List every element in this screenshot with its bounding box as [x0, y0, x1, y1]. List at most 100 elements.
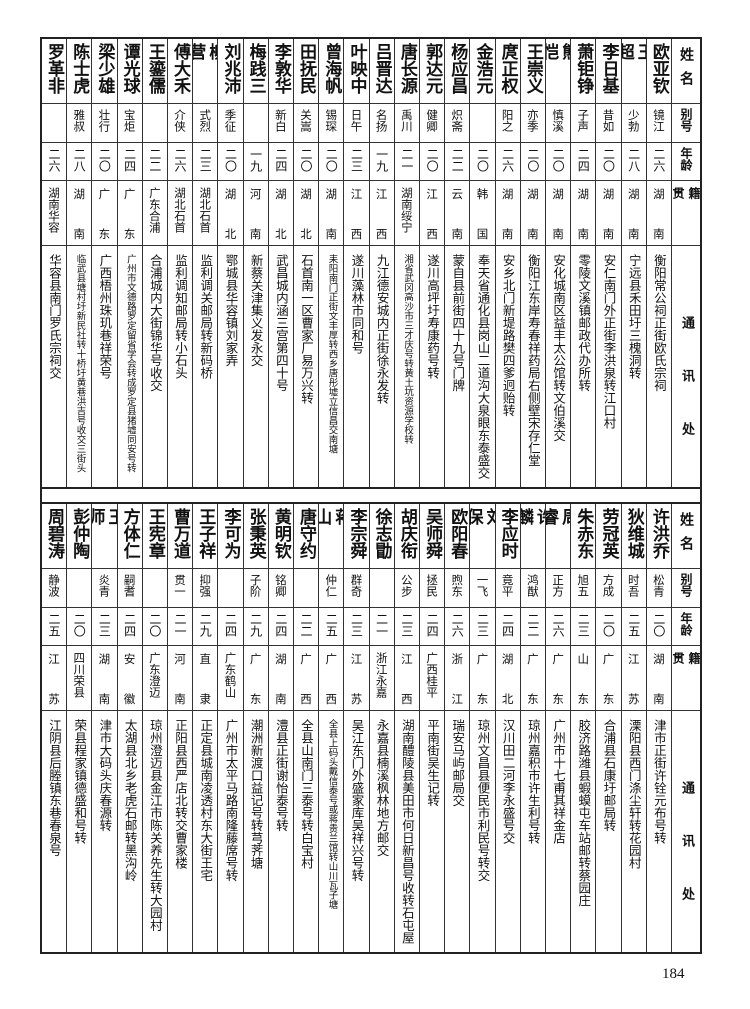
- person-name: 周碧涛: [44, 508, 65, 559]
- header-cell-alias: 别号: [672, 104, 700, 143]
- mailing-address: 广西梧州珠玑巷祥荣号: [97, 254, 113, 379]
- mailing-address: 全县山南门三泰号转白宝村: [299, 719, 315, 869]
- cell-name: 胡庆衔: [394, 504, 419, 569]
- cell-native: 直隶: [193, 646, 218, 711]
- native-place: 浙江: [451, 652, 464, 706]
- person-age: 二〇: [223, 148, 238, 172]
- person-alias: 子阶: [248, 574, 263, 597]
- cell-age: 二六: [646, 143, 671, 181]
- native-place: 江西: [401, 652, 413, 706]
- mailing-address: 武昌城内涵三宫第四十号: [273, 254, 289, 392]
- cell-name: 陈士虎: [67, 39, 92, 104]
- mailing-address: 湖南醴陵县美田市何日新昌号收转石屯屋: [399, 719, 415, 944]
- cell-native: 湖南: [596, 181, 621, 246]
- person-name: 刘兆沛: [220, 43, 241, 94]
- cell-alias: 慎溪: [545, 104, 571, 143]
- cell-native: 广东: [92, 181, 117, 246]
- table-row: 徐志勖 二一 浙江永嘉 永嘉县楠溪枫林地方邮交: [368, 504, 394, 952]
- table-row: 曹万道 贯一 二一河南正阳县西严店北转交曹家楼: [166, 504, 193, 952]
- cell-age: 二〇: [470, 143, 495, 181]
- cell-address: 广州市太平马路南隆藤席号转: [218, 711, 242, 952]
- person-name: 胡庆衔: [396, 508, 417, 559]
- cell-address: 琼州文昌县便民市利民号转交: [470, 711, 494, 952]
- person-alias: 旭五: [576, 574, 591, 597]
- cell-name: 李日基: [596, 39, 621, 104]
- cell-age: 二四: [495, 608, 520, 646]
- cell-address: 吴江东门外盛家库吴祥兴号转: [344, 711, 368, 952]
- mailing-address: 汉川田二河李永盛号交: [500, 719, 516, 844]
- cell-name: 徐志勖: [369, 504, 394, 569]
- person-alias: 仲仁: [324, 574, 339, 597]
- cell-address: 潮洲新渡口益记号转芎荠塘: [244, 711, 268, 952]
- cell-native: 河南: [167, 646, 193, 711]
- person-age: 二三: [576, 613, 591, 637]
- native-place: 河南: [249, 187, 262, 241]
- cell-name: 罗革非: [41, 39, 67, 104]
- person-age: 二〇: [601, 148, 616, 172]
- person-native: 四川荣县: [72, 652, 87, 698]
- person-name: 王宪章: [144, 508, 165, 559]
- cell-native: 湖北: [218, 181, 243, 246]
- native-place: 韩国: [476, 187, 489, 241]
- person-age: 二一: [173, 613, 188, 637]
- mailing-address: 遂川高坪圩寿康药号转: [425, 254, 441, 379]
- cell-alias: [67, 569, 92, 608]
- person-alias: 名扬: [374, 109, 389, 132]
- header-cell-address: 通讯处: [672, 711, 700, 952]
- table-row: 刘保 一飞 二三广东琼州文昌县便民市利民号转交: [469, 504, 495, 952]
- cell-address: 鄂城县华容镇刘家弄: [218, 246, 242, 487]
- native-place: 直隶: [199, 652, 211, 706]
- cell-alias: 禹川: [394, 104, 419, 143]
- person-age: 二六: [551, 613, 566, 637]
- native-place: 广西: [300, 652, 312, 706]
- cell-native: 韩国: [470, 181, 495, 246]
- cell-address: 临武县塘村圩新民社转十桥圩黄巷洪吉号收交三街头: [67, 246, 91, 487]
- cell-age: 二二: [142, 143, 167, 181]
- person-name: 曹万道: [170, 508, 191, 559]
- cell-age: 二四: [218, 608, 243, 646]
- person-alias: 拯民: [425, 574, 440, 597]
- person-name: 叶映中: [346, 43, 367, 94]
- native-place: 江苏: [350, 652, 363, 706]
- cell-name: 梁少雄: [92, 39, 117, 104]
- cell-name: 李宗舜: [344, 504, 369, 569]
- cell-name: 傅大禾: [167, 39, 193, 104]
- mailing-address: 合浦城内大街锦华号收交: [147, 254, 163, 392]
- person-name: 田抚民: [296, 43, 317, 94]
- cell-alias: [470, 104, 495, 143]
- person-age: 二二: [147, 148, 162, 172]
- cell-native: 湖南华容: [41, 181, 67, 246]
- table-row: 田抚民 关嵩 二〇湖北石首南一区曹家厂易万兴转: [292, 39, 319, 487]
- header-label-address: 通讯处: [679, 781, 694, 940]
- cell-name: 张秉英: [243, 504, 268, 569]
- person-name: 熊恺: [545, 43, 571, 82]
- table-row: 傅大禾 介侠 二六 湖北石首 监利调知邮局转小石头: [166, 39, 193, 487]
- person-age: 二六: [47, 148, 62, 172]
- cell-alias: 式烈: [193, 104, 218, 143]
- cell-native: 江苏: [621, 646, 646, 711]
- person-name: 王鎏儒: [144, 43, 165, 94]
- native-place: 湖南: [275, 652, 287, 706]
- cell-name: 王子祥: [193, 504, 218, 569]
- table-row: 吕晋达 名扬 一九江西九江德安城内正街徐永发转: [368, 39, 394, 487]
- mailing-address: 鄂城县华容镇刘家弄: [223, 254, 239, 367]
- native-place: 湖北: [224, 187, 237, 241]
- person-name: 金浩元: [472, 43, 493, 94]
- person-alias: 静波: [47, 574, 62, 597]
- table-row: 庹正权 阳之 二六湖南安乡北门新堤路樊四爹迥贻转: [494, 39, 520, 487]
- person-alias: 群奇: [349, 574, 364, 597]
- header-label-alias: 别号: [679, 573, 693, 597]
- cell-address: 全县山南门三泰号转白宝村: [294, 711, 318, 952]
- table-separator: [40, 489, 702, 502]
- person-name: 陈士虎: [69, 43, 90, 94]
- table-row: 梁少雄 壮行 二〇广东广西梧州珠玑巷祥荣号: [91, 39, 117, 487]
- mailing-address: 衡阳江东岸寿春祥药局右侧壁宋存仁堂: [525, 254, 541, 467]
- native-place: 安徽: [123, 652, 136, 706]
- person-name: 吴师舜: [422, 508, 443, 559]
- cell-alias: 嗣耆: [117, 569, 142, 608]
- cell-native: 广东: [243, 646, 268, 711]
- cell-name: 彭仲陶: [67, 504, 92, 569]
- cell-address: 衡阳江东岸寿春祥药局右侧壁宋存仁堂: [521, 246, 545, 487]
- person-name: 谭光球: [119, 43, 140, 94]
- cell-address: 湘省武冈高沙市三才庆号转黄土坑资源学校转: [395, 246, 419, 487]
